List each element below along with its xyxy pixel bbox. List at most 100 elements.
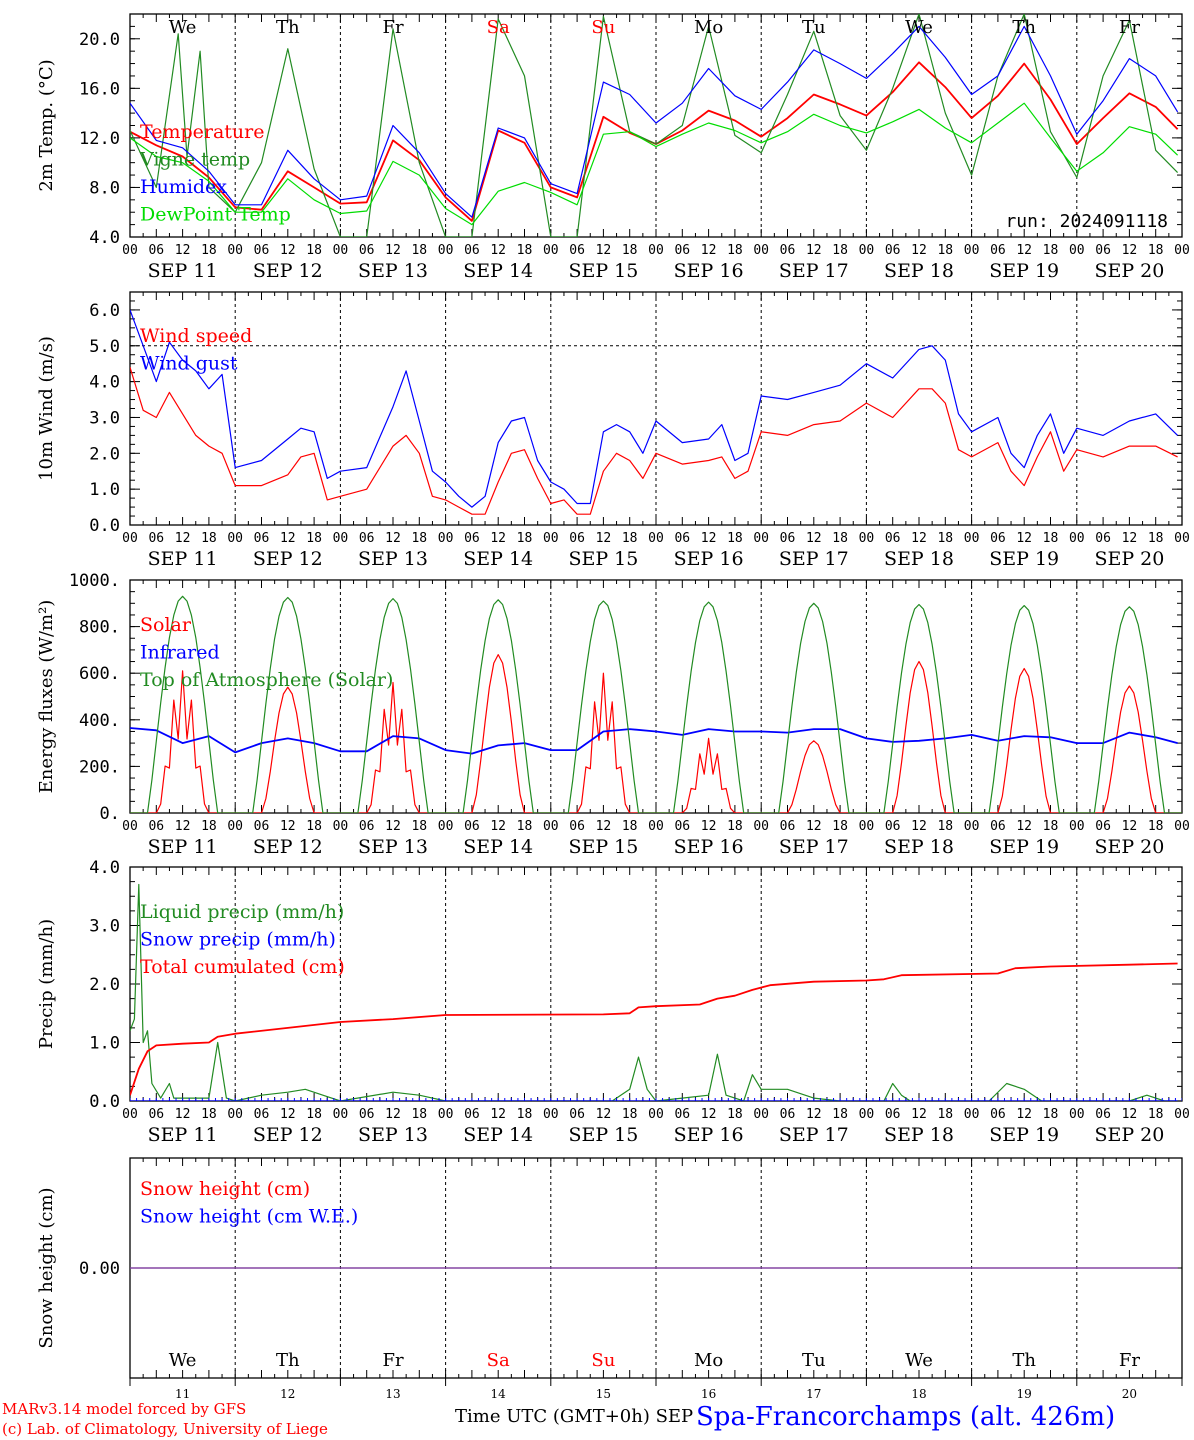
hour-tick-label: 12: [280, 531, 296, 546]
hour-tick-label: 18: [727, 531, 743, 546]
y-tick-label: 0.0: [89, 1092, 120, 1112]
hour-tick-label: 00: [1069, 531, 1085, 546]
date-label: SEP 19: [989, 548, 1059, 570]
hour-tick-label: 00: [438, 819, 454, 834]
hour-tick-label: 12: [911, 1107, 927, 1122]
hour-tick-label: 18: [937, 819, 953, 834]
legend-entry: Snow height (cm): [140, 1178, 310, 1200]
hour-tick-label: 12: [806, 819, 822, 834]
weekday-label: Th: [1012, 17, 1036, 38]
hour-tick-label: 00: [753, 1107, 769, 1122]
weekday-label-bottom: Fr: [382, 1350, 403, 1371]
hour-tick-label: 06: [359, 819, 375, 834]
y-tick-label: 1.0: [89, 1034, 120, 1054]
y-tick-label: 4.0: [89, 858, 120, 878]
series-area: [130, 14, 1179, 237]
station-title: Spa-Francorchamps (alt. 426m): [696, 1402, 1116, 1432]
hour-tick-label: 18: [937, 1107, 953, 1122]
legend-entry: Top of Atmosphere (Solar): [140, 669, 393, 691]
weekday-label: We: [905, 17, 933, 38]
day-number-label: 16: [701, 1387, 716, 1401]
hour-tick-label: 18: [411, 1107, 427, 1122]
day-number-label: 14: [491, 1387, 507, 1401]
hour-tick-label: 06: [148, 819, 164, 834]
y-tick-label: 4.0: [89, 373, 120, 393]
hour-tick-label: 00: [333, 819, 349, 834]
hour-tick-label: 12: [701, 819, 717, 834]
weekday-label-bottom: Th: [1012, 1350, 1036, 1371]
weekday-label-bottom: Sa: [487, 1350, 510, 1371]
y-axis-title: 2m Temp. (°C): [36, 59, 57, 191]
hour-tick-label: 12: [1016, 531, 1032, 546]
y-tick-label: 6.0: [89, 301, 120, 321]
y-tick-label: 200.: [79, 757, 120, 777]
y-axis-title: Snow height (cm): [36, 1187, 57, 1348]
legend-entry: Temperature: [140, 121, 264, 143]
hour-tick-label: 12: [280, 1107, 296, 1122]
date-label: SEP 11: [148, 548, 218, 570]
series-area: [130, 883, 1182, 1101]
date-label: SEP 14: [463, 548, 533, 570]
y-tick-label: 0.: [100, 804, 120, 824]
hour-tick-label: 00: [543, 819, 559, 834]
hour-tick-label: 00: [964, 243, 980, 258]
hour-tick-label: 06: [990, 243, 1006, 258]
date-label: SEP 15: [568, 836, 638, 858]
hour-tick-label: 18: [937, 531, 953, 546]
series-line-1: [130, 309, 1179, 508]
hour-tick-label: 00: [543, 243, 559, 258]
weekday-label: Sa: [487, 17, 510, 38]
hour-tick-label: 06: [780, 531, 796, 546]
hour-tick-label: 06: [569, 819, 585, 834]
date-label: SEP 13: [358, 836, 428, 858]
date-label: SEP 18: [884, 260, 954, 282]
date-label: SEP 20: [1094, 260, 1164, 282]
hour-tick-label: 00: [333, 1107, 349, 1122]
hour-tick-label: 18: [517, 243, 533, 258]
panel-2: 0.0 1.0 2.0 3.0 4.0 5.0 6.0 10m Wind (m/s) 00 06 1…: [36, 291, 1190, 570]
date-label: SEP 16: [674, 1124, 744, 1146]
series-line-0: [130, 883, 1178, 1101]
y-tick-label: 5.0: [89, 337, 120, 357]
day-number-label: 13: [385, 1387, 400, 1401]
hour-tick-label: 00: [227, 1107, 243, 1122]
hour-tick-label: 18: [1148, 819, 1164, 834]
hour-tick-label: 12: [490, 243, 506, 258]
hour-tick-label: 00: [227, 531, 243, 546]
date-label: SEP 18: [884, 836, 954, 858]
date-label: SEP 12: [253, 836, 323, 858]
hour-tick-label: 00: [333, 531, 349, 546]
y-tick-label: 12.0: [79, 129, 120, 149]
hour-tick-label: 06: [885, 1107, 901, 1122]
hour-tick-label: 06: [254, 531, 270, 546]
hour-tick-label: 18: [1148, 243, 1164, 258]
weekday-label: Fr: [382, 17, 403, 38]
hour-tick-label: 18: [622, 1107, 638, 1122]
hour-tick-label: 12: [1122, 819, 1138, 834]
hour-tick-label: 06: [464, 243, 480, 258]
y-tick-label: 800.: [79, 618, 120, 638]
hour-tick-label: 00: [1069, 1107, 1085, 1122]
hour-tick-label: 06: [464, 531, 480, 546]
hour-tick-label: 00: [1174, 819, 1190, 834]
hour-tick-label: 00: [648, 243, 664, 258]
hour-tick-label: 00: [1174, 243, 1190, 258]
day-number-label: 11: [175, 1387, 190, 1401]
y-tick-label: 8.0: [89, 178, 120, 198]
series-line-2: [130, 25, 1179, 218]
hour-tick-label: 18: [1148, 1107, 1164, 1122]
date-label: SEP 20: [1094, 1124, 1164, 1146]
date-label: SEP 12: [253, 260, 323, 282]
hour-tick-label: 18: [1043, 1107, 1059, 1122]
legend-entry: Wind gust: [140, 353, 238, 375]
weekday-label: Fr: [1119, 17, 1140, 38]
run-label: run: 2024091118: [1005, 211, 1168, 232]
hour-tick-label: 06: [674, 819, 690, 834]
y-tick-label: 400.: [79, 711, 120, 731]
weekday-label: Mo: [694, 17, 723, 38]
date-label: SEP 13: [358, 548, 428, 570]
y-tick-label: 0.00: [79, 1259, 120, 1279]
series-line-0: [130, 61, 1179, 222]
hour-tick-label: 12: [280, 243, 296, 258]
series-area: [130, 309, 1179, 515]
